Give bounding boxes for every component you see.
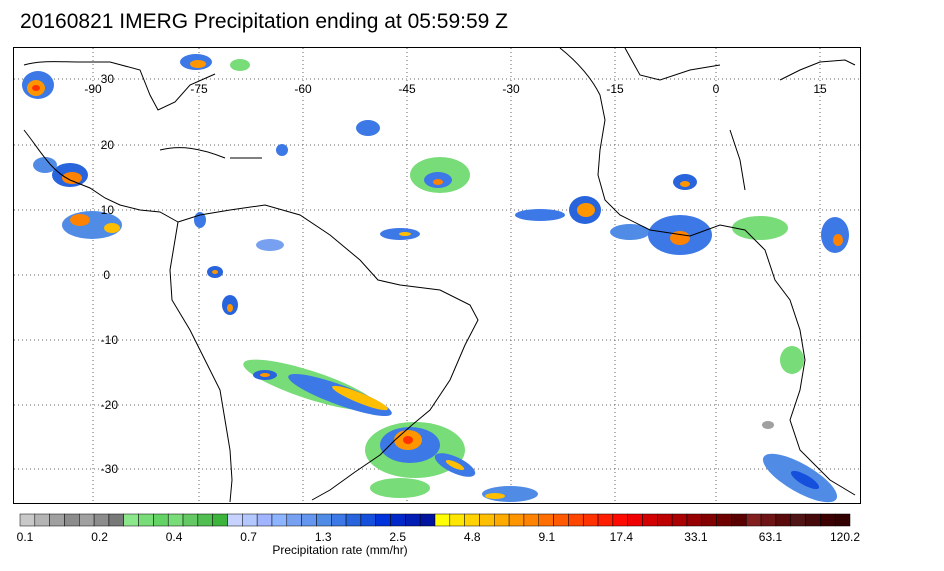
- colorbar-swatch: [49, 513, 65, 527]
- lon-label: -30: [502, 82, 520, 96]
- colorbar-swatch: [686, 513, 703, 527]
- colorbar-swatch: [523, 513, 540, 527]
- colorbar-swatch: [775, 513, 791, 527]
- colorbar-swatch: [731, 513, 747, 527]
- colorbar-tick-label: 0.2: [91, 530, 108, 544]
- colorbar-tick-label: 17.4: [609, 530, 634, 544]
- lon-label: -60: [294, 82, 312, 96]
- colorbar-swatch: [553, 513, 569, 527]
- colorbar-swatch: [19, 513, 36, 527]
- colorbar-swatch: [286, 513, 302, 527]
- colorbar-swatch: [582, 513, 599, 527]
- colorbar-tick-label: 120.2: [829, 530, 861, 544]
- colorbar-swatch: [390, 513, 406, 527]
- colorbar-swatch: [642, 513, 658, 527]
- colorbar-swatch: [671, 513, 688, 527]
- lon-label: -75: [190, 82, 208, 96]
- colorbar-swatch: [79, 513, 95, 527]
- lat-label: -10: [101, 333, 119, 347]
- colorbar-swatch: [508, 513, 525, 527]
- coastlines: [23, 47, 856, 503]
- lon-label: -90: [84, 82, 102, 96]
- colorbar-swatch: [834, 513, 851, 527]
- lon-label: 15: [813, 82, 827, 96]
- colorbar-tick-label: 33.1: [684, 530, 708, 544]
- colorbar-swatch: [64, 513, 80, 527]
- colorbar-swatch: [182, 513, 199, 527]
- colorbar-swatch: [256, 513, 273, 527]
- lat-label: 30: [101, 72, 115, 86]
- colorbar-swatch: [464, 513, 480, 527]
- colorbar-swatch: [701, 513, 717, 527]
- colorbar-tick-label: 0.7: [240, 530, 257, 544]
- colorbar-tick-label: 0.4: [165, 530, 183, 544]
- colorbar-swatch: [242, 513, 258, 527]
- colorbar-swatch: [479, 513, 495, 527]
- colorbar-swatch: [494, 513, 510, 527]
- colorbar-swatch: [820, 513, 836, 527]
- graticule: [14, 48, 860, 503]
- colorbar-tick-label: 4.8: [463, 530, 481, 544]
- colorbar-tick-label: 1.3: [314, 530, 332, 544]
- colorbar-swatch: [138, 513, 154, 527]
- colorbar-swatch: [271, 513, 288, 527]
- colorbar-tick-label: 63.1: [758, 530, 783, 544]
- colorbar-label: Precipitation rate (mm/hr): [272, 543, 408, 557]
- colorbar-swatch: [760, 513, 777, 527]
- colorbar-tick-label: 2.5: [389, 530, 407, 544]
- latitude-labels: 30 20 10 0 -10 -20 -30: [101, 72, 119, 476]
- lon-label: -15: [606, 82, 624, 96]
- colorbar-swatch: [108, 513, 125, 527]
- colorbar: [19, 513, 851, 527]
- colorbar-swatch: [153, 513, 169, 527]
- lat-label: 10: [101, 203, 115, 217]
- colorbar-swatch: [34, 513, 50, 527]
- colorbar-tick-label: 9.1: [538, 530, 556, 544]
- colorbar-swatch: [93, 513, 110, 527]
- longitude-labels: -90 -75 -60 -45 -30 -15 0 15: [84, 82, 827, 96]
- colorbar-swatch: [167, 513, 184, 527]
- colorbar-swatch: [212, 513, 228, 527]
- colorbar-swatch: [405, 513, 421, 527]
- lat-label: -20: [101, 398, 119, 412]
- lat-label: -30: [101, 462, 119, 476]
- lat-label: 20: [101, 138, 115, 152]
- colorbar-swatch: [597, 513, 614, 527]
- colorbar-swatch: [449, 513, 465, 527]
- colorbar-swatch: [301, 513, 317, 527]
- colorbar-swatch: [227, 513, 243, 527]
- colorbar-swatch: [360, 513, 376, 527]
- lat-label: 0: [103, 268, 110, 282]
- colorbar-swatch: [419, 513, 436, 527]
- colorbar-swatch: [434, 513, 451, 527]
- colorbar-swatch: [790, 513, 806, 527]
- colorbar-swatch: [538, 513, 554, 527]
- page-title: 20160821 IMERG Precipitation ending at 0…: [20, 10, 508, 33]
- colorbar-swatch: [375, 513, 391, 527]
- colorbar-swatch: [805, 513, 821, 527]
- colorbar-swatch: [612, 513, 628, 527]
- lon-label: -45: [398, 82, 416, 96]
- colorbar-swatch: [331, 513, 347, 527]
- colorbar-swatch: [345, 513, 362, 527]
- lon-label: 0: [713, 82, 720, 96]
- colorbar-swatch: [123, 513, 139, 527]
- colorbar-swatch: [316, 513, 332, 527]
- colorbar-swatch: [657, 513, 673, 527]
- colorbar-swatch: [716, 513, 732, 527]
- colorbar-tick-label: 0.1: [16, 530, 34, 544]
- precipitation-field: [22, 54, 849, 503]
- colorbar-swatch: [568, 513, 584, 527]
- colorbar-swatch: [746, 513, 762, 527]
- colorbar-swatch: [627, 513, 643, 527]
- colorbar-swatch: [197, 513, 213, 527]
